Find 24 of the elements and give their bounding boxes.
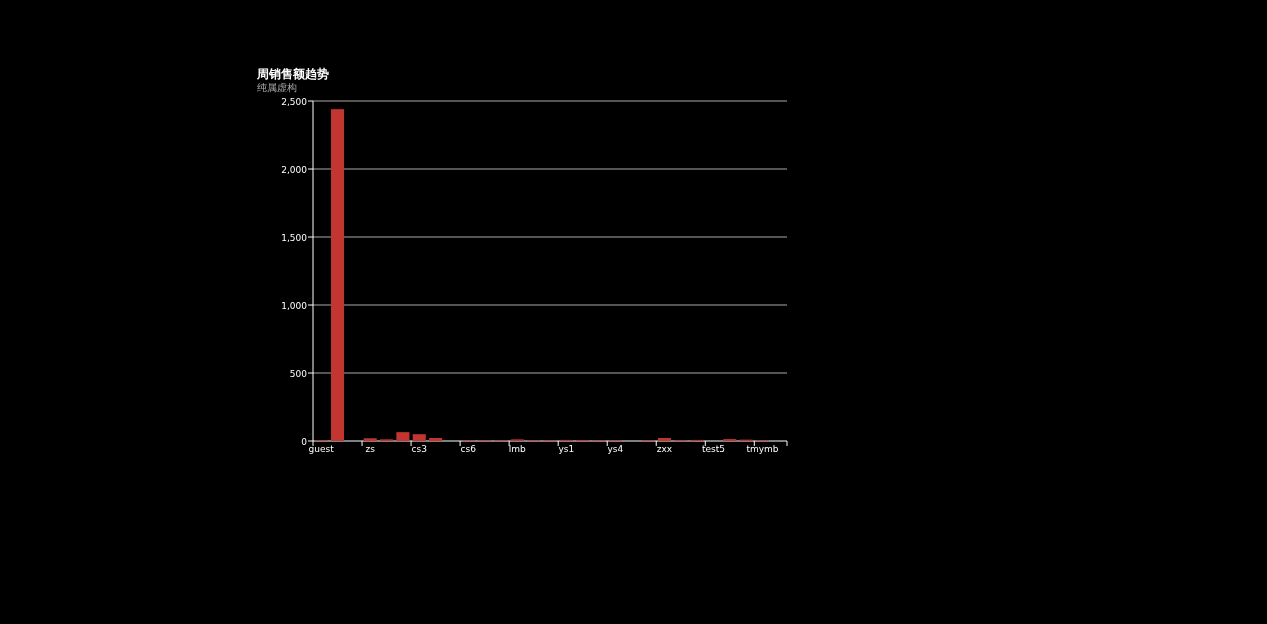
chart-title: 周销售额趋势	[256, 67, 329, 81]
x-tick-label: zxx	[656, 444, 673, 454]
x-tick-label: tmymb	[746, 444, 779, 454]
x-tick-label: guest	[308, 444, 335, 454]
x-tick-label: lmb	[508, 444, 527, 454]
x-tick-label: cs6	[460, 444, 477, 454]
x-tick-label: zs	[365, 444, 376, 454]
y-tick-label: 2,000	[281, 164, 308, 175]
bar	[429, 438, 443, 441]
x-tick-label: ys1	[558, 444, 575, 454]
y-tick-label: 0	[301, 436, 308, 447]
bar	[412, 434, 426, 441]
y-tick-label: 500	[289, 368, 308, 379]
x-tick-label: cs3	[411, 444, 427, 454]
bar	[363, 438, 377, 441]
x-tick-label: test5	[701, 444, 725, 454]
bar	[396, 432, 410, 441]
bar	[330, 109, 345, 441]
x-tick-label: ys4	[607, 444, 624, 454]
bar	[657, 438, 671, 441]
chart-subtitle: 纯属虚构	[257, 82, 297, 93]
y-tick-label: 2,500	[281, 96, 308, 107]
y-tick-label: 1,500	[281, 232, 308, 243]
y-tick-label: 1,000	[281, 300, 308, 311]
